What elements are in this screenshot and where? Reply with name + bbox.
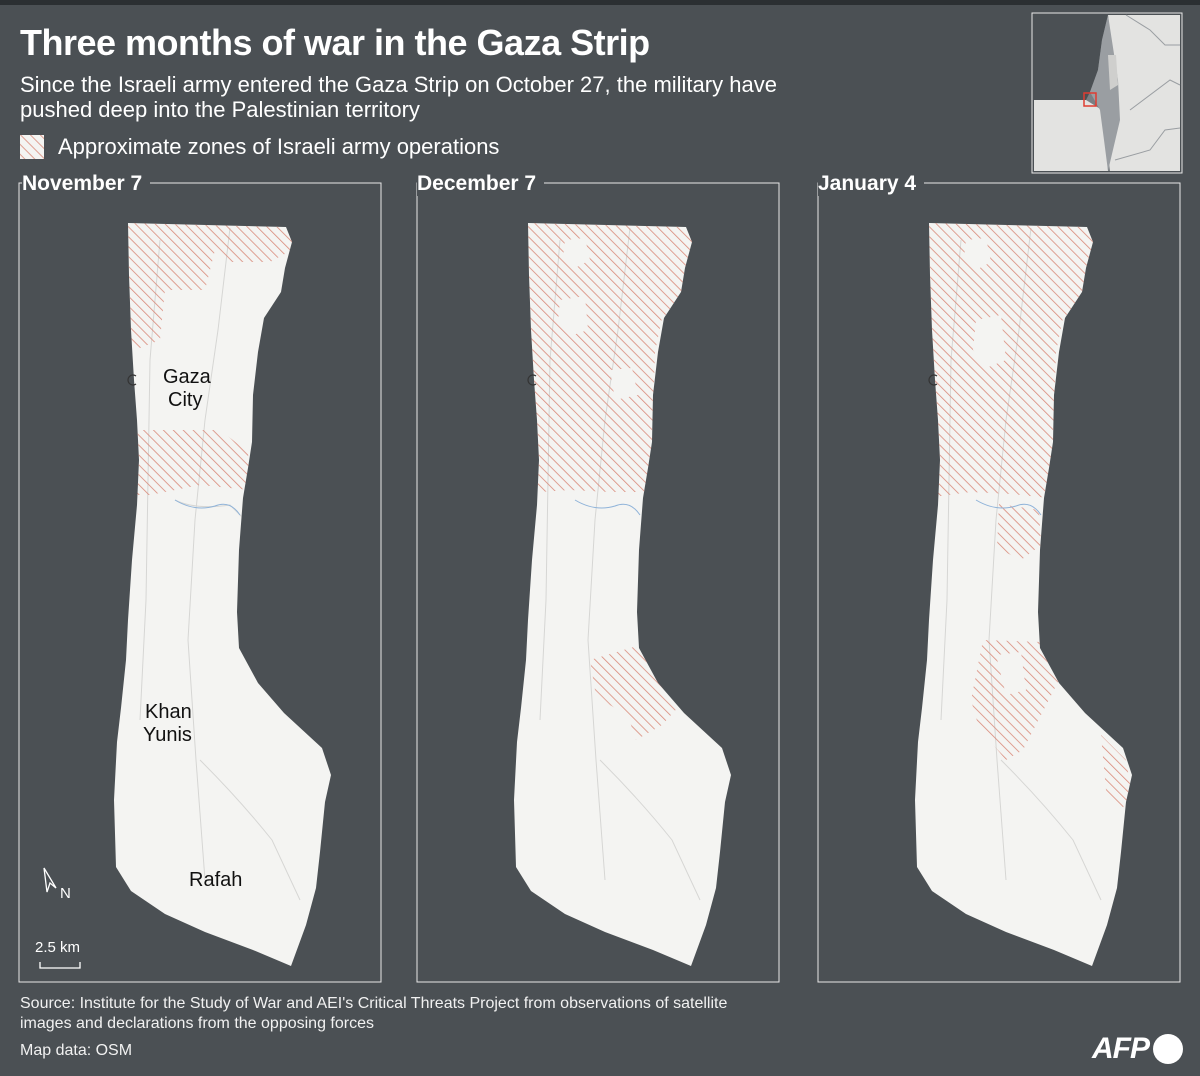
map-panel-november <box>114 223 331 966</box>
city-label-gaza-2: City <box>168 389 202 411</box>
panel-date-november: November 7 <box>22 172 151 196</box>
map-panel-january <box>915 223 1132 966</box>
legend: Approximate zones of Israeli army operat… <box>20 134 499 160</box>
page-title: Three months of war in the Gaza Strip <box>20 22 650 63</box>
panel-frame-1 <box>18 182 382 983</box>
city-label-rafah: Rafah <box>189 869 242 891</box>
city-label-khan-yunis-2: Yunis <box>143 724 192 746</box>
operations-zone <box>520 223 700 740</box>
afp-logo-dot-icon <box>1153 1034 1183 1064</box>
hatch-swatch-icon <box>20 135 44 159</box>
map-data-credit: Map data: OSM <box>20 1042 133 1059</box>
scale-label: 2.5 km <box>35 939 80 956</box>
operations-zone <box>921 223 1131 812</box>
top-bar <box>0 0 1200 5</box>
afp-logo-text: AFP <box>1092 1032 1150 1065</box>
panel-date-january: January 4 <box>818 172 925 196</box>
inset-locator-map <box>1031 12 1183 174</box>
city-label-gaza: Gaza <box>163 366 212 388</box>
operations-zone <box>120 223 300 495</box>
scale-bar: 2.5 km <box>35 939 81 969</box>
afp-logo: AFP <box>1092 1032 1183 1066</box>
city-label-khan-yunis: Khan <box>145 701 192 723</box>
panel-frame-3 <box>817 182 1181 983</box>
source-note: Source: Institute for the Study of War a… <box>20 995 728 1032</box>
subtitle: Since the Israeli army entered the Gaza … <box>20 72 777 122</box>
map-panel-december <box>514 223 731 966</box>
panel-frame-2 <box>416 182 780 983</box>
north-arrow-icon: N <box>43 867 71 902</box>
panel-date-december: December 7 <box>417 172 545 196</box>
legend-label: Approximate zones of Israeli army operat… <box>58 134 500 159</box>
north-label: N <box>60 885 71 902</box>
